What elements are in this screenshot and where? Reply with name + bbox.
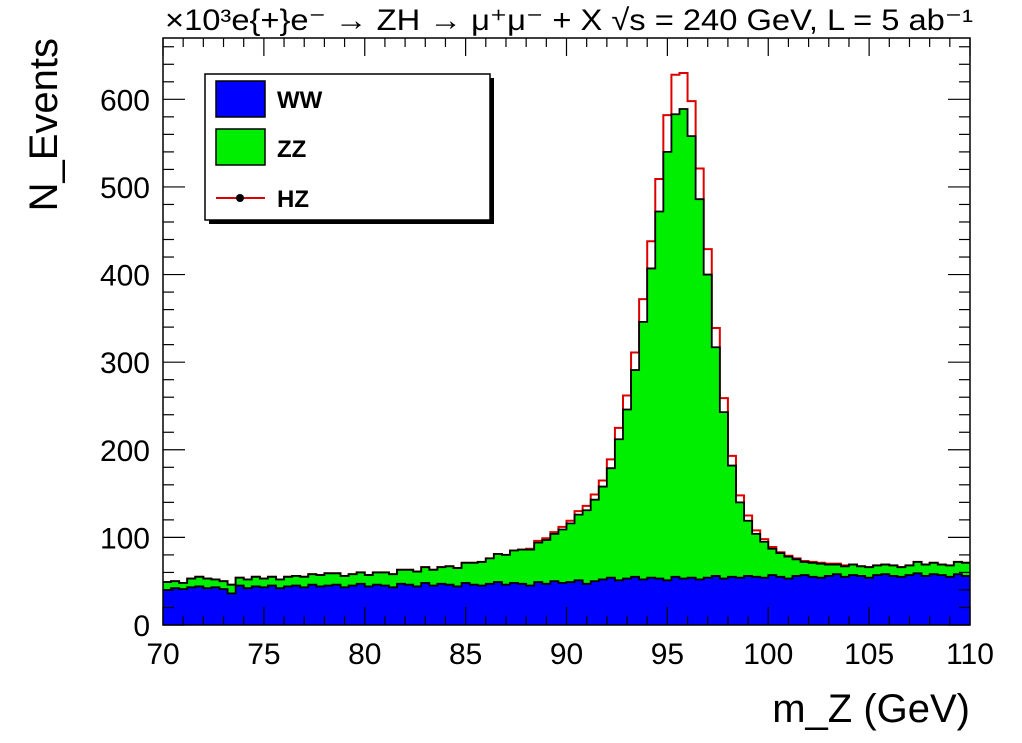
x-tick-label: 70 (146, 638, 179, 671)
y-tick-label: 200 (100, 435, 150, 468)
y-tick-label: 0 (133, 610, 150, 643)
legend-marker-hz (236, 194, 244, 202)
x-tick-label: 90 (550, 638, 583, 671)
y-tick-label: 100 (100, 522, 150, 555)
legend: WW ZZ HZ (204, 73, 494, 224)
chart-title: ×10³e{+}e⁻ → ZH → μ⁺μ⁻ + X √s = 240 GeV,… (165, 4, 973, 37)
legend-label-ww: WW (277, 87, 323, 114)
x-axis-title: m_Z (GeV) (772, 687, 970, 731)
x-tick-label: 105 (844, 638, 894, 671)
y-tick-label: 600 (100, 84, 150, 117)
x-tick-label: 95 (651, 638, 684, 671)
x-tick-label: 75 (247, 638, 280, 671)
y-tick-label: 400 (100, 260, 150, 293)
legend-label-hz: HZ (277, 186, 309, 213)
x-tick-label: 100 (743, 638, 793, 671)
y-tick-label: 500 (100, 172, 150, 205)
legend-swatch-ww (215, 80, 266, 118)
legend-swatch-zz (215, 128, 266, 166)
axis-ticks: 70 75 80 85 90 95 100 105 110 0 100 200 300 400 500 600 (100, 38, 994, 671)
series-ww-outline (163, 572, 970, 595)
y-axis-title: N_Events (22, 38, 66, 211)
x-tick-label: 85 (449, 638, 482, 671)
x-tick-label: 80 (348, 638, 381, 671)
x-tick-label: 110 (946, 638, 994, 671)
legend-label-zz: ZZ (277, 136, 306, 163)
series-zz-outline (163, 108, 970, 586)
y-tick-label: 300 (100, 347, 150, 380)
